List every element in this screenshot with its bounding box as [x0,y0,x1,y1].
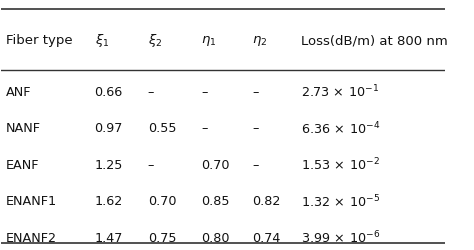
Text: 1.62: 1.62 [95,195,123,208]
Text: 0.85: 0.85 [201,195,229,208]
Text: –: – [252,159,258,172]
Text: NANF: NANF [6,122,41,136]
Text: $1.32\,\times\,10^{-5}$: $1.32\,\times\,10^{-5}$ [301,194,380,210]
Text: Loss(dB/m) at 800 nm: Loss(dB/m) at 800 nm [301,34,448,47]
Text: 0.66: 0.66 [95,86,123,99]
Text: 1.47: 1.47 [95,232,123,245]
Text: 0.70: 0.70 [148,195,176,208]
Text: –: – [148,86,154,99]
Text: $3.99\,\times\,10^{-6}$: $3.99\,\times\,10^{-6}$ [301,230,380,246]
Text: 0.55: 0.55 [148,122,176,136]
Text: –: – [252,86,258,99]
Text: 0.70: 0.70 [201,159,229,172]
Text: Fiber type: Fiber type [6,34,73,47]
Text: EANF: EANF [6,159,39,172]
Text: 0.74: 0.74 [252,232,281,245]
Text: –: – [201,86,208,99]
Text: $\eta_1$: $\eta_1$ [201,34,217,48]
Text: $\eta_2$: $\eta_2$ [252,34,267,48]
Text: 0.75: 0.75 [148,232,176,245]
Text: $1.53\,\times\,10^{-2}$: $1.53\,\times\,10^{-2}$ [301,157,380,174]
Text: $2.73\,\times\,10^{-1}$: $2.73\,\times\,10^{-1}$ [301,84,379,101]
Text: 0.82: 0.82 [252,195,281,208]
Text: $\xi_1$: $\xi_1$ [95,32,109,49]
Text: 0.97: 0.97 [95,122,123,136]
Text: 0.80: 0.80 [201,232,229,245]
Text: ANF: ANF [6,86,31,99]
Text: 1.25: 1.25 [95,159,123,172]
Text: $6.36\,\times\,10^{-4}$: $6.36\,\times\,10^{-4}$ [301,121,380,137]
Text: –: – [201,122,208,136]
Text: ENANF1: ENANF1 [6,195,57,208]
Text: –: – [148,159,154,172]
Text: –: – [252,122,258,136]
Text: $\xi_2$: $\xi_2$ [148,32,162,49]
Text: ENANF2: ENANF2 [6,232,57,245]
